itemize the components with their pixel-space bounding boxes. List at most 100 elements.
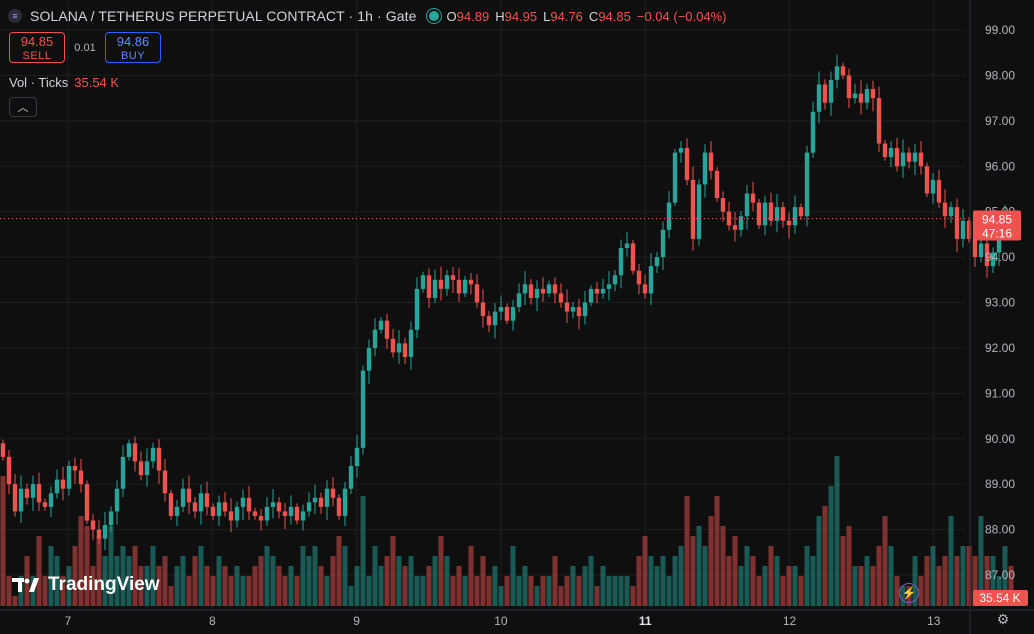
candle-body	[876, 98, 882, 144]
buy-button[interactable]: 94.86 BUY	[105, 32, 161, 63]
candle-body	[54, 479, 60, 494]
candle-body	[6, 456, 12, 485]
candle-body	[36, 484, 42, 503]
chevron-up-icon: ︿	[17, 102, 29, 114]
candle-body	[270, 502, 276, 507]
volume-bar	[180, 556, 186, 606]
candle-body	[588, 288, 594, 303]
candle-body	[504, 307, 510, 321]
candle-body	[18, 488, 24, 512]
volume-bar	[402, 566, 408, 606]
volume-bar	[744, 546, 750, 606]
lightning-icon[interactable]: ⚡	[899, 583, 919, 603]
volume-bar	[330, 556, 336, 606]
gear-icon[interactable]: ⚙	[996, 610, 1010, 627]
volume-bar	[888, 546, 894, 606]
volume-bar	[36, 536, 42, 606]
candle-body	[630, 243, 636, 271]
tradingview-logo[interactable]: TradingView	[12, 574, 160, 596]
candle-body	[510, 307, 516, 321]
candle-body	[810, 111, 816, 153]
candle-body	[846, 75, 852, 99]
collapse-legend-button[interactable]: ︿	[9, 97, 37, 117]
volume-bar	[96, 536, 102, 606]
candle-body	[720, 198, 726, 212]
candle-body	[564, 302, 570, 312]
candle-body	[900, 152, 906, 167]
candle-body	[852, 93, 858, 99]
candle-body	[480, 302, 486, 317]
volume-bar	[198, 546, 204, 606]
volume-bar	[834, 456, 840, 606]
symbol-icon[interactable]: ≡	[8, 9, 22, 23]
price-tick-label: 89.00	[985, 477, 1015, 491]
volume-bar	[12, 596, 18, 606]
candle-body	[696, 184, 702, 239]
volume-bar	[456, 566, 462, 606]
candle-body	[330, 488, 336, 498]
candle-body	[0, 443, 6, 457]
sell-button[interactable]: 94.85 SELL	[9, 32, 65, 63]
candle-body	[498, 307, 504, 312]
candle-body	[150, 447, 156, 462]
candle-body	[66, 466, 72, 489]
volume-bar	[234, 566, 240, 606]
candle-body	[924, 166, 930, 194]
volume-bar	[462, 576, 468, 606]
volume-bar	[636, 556, 642, 606]
candle-body	[108, 511, 114, 526]
volume-bar	[156, 566, 162, 606]
candle-body	[786, 220, 792, 226]
candle-body	[210, 506, 216, 516]
volume-bar	[486, 576, 492, 606]
symbol-title[interactable]: SOLANA / TETHERUS PERPETUAL CONTRACT · 1…	[30, 8, 417, 24]
volume-bar	[630, 586, 636, 606]
volume-bar	[840, 536, 846, 606]
volume-bar	[558, 586, 564, 606]
candle-body	[60, 479, 66, 489]
candle-body	[978, 243, 984, 258]
volume-bar	[948, 516, 954, 606]
candle-body	[834, 66, 840, 80]
candle-body	[684, 148, 690, 180]
volume-bar	[732, 536, 738, 606]
candle-body	[474, 284, 480, 303]
candle-body	[252, 511, 258, 516]
candle-body	[882, 143, 888, 158]
candle-body	[804, 152, 810, 217]
volume-bar	[942, 556, 948, 606]
candle-body	[372, 329, 378, 348]
candle-body	[996, 229, 1002, 253]
volume-bar	[438, 536, 444, 606]
candle-body	[198, 493, 204, 512]
candle-body	[708, 152, 714, 171]
volume-bar	[546, 576, 552, 606]
candle-body	[738, 216, 744, 230]
volume-bar	[894, 576, 900, 606]
volume-bar	[204, 566, 210, 606]
volume-bar	[42, 576, 48, 606]
last-price-value: 94.85	[982, 212, 1012, 226]
volume-bar	[588, 556, 594, 606]
volume-bar	[348, 586, 354, 606]
volume-bar	[108, 526, 114, 606]
candle-body	[120, 456, 126, 489]
volume-bar	[264, 546, 270, 606]
volume-bar	[1008, 566, 1014, 606]
candle-body	[516, 293, 522, 308]
candle-body	[774, 207, 780, 221]
candle-body	[228, 511, 234, 521]
volume-bar	[60, 576, 66, 606]
volume-bar	[684, 496, 690, 606]
volume-bar	[540, 576, 546, 606]
candle-body	[306, 502, 312, 512]
volume-bars	[0, 456, 1014, 606]
candle-body	[984, 243, 990, 267]
volume-legend[interactable]: Vol · Ticks 35.54 K	[9, 75, 119, 90]
market-status-icon[interactable]	[428, 11, 439, 21]
candle-body	[132, 443, 138, 462]
price-tick-label: 91.00	[985, 386, 1015, 400]
candle-body	[954, 207, 960, 239]
price-tick-label: 99.00	[985, 23, 1015, 37]
